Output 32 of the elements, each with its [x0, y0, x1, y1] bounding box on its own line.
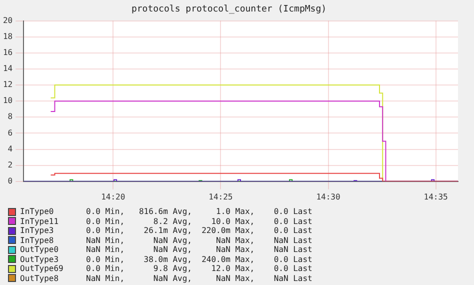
legend-label: InType8 [20, 236, 55, 245]
text: 0.0 Min, 9.8 Avg, 12.0 Max, 0.0 Last [86, 264, 312, 274]
y-tick-label: 14 [2, 64, 13, 74]
legend-label: InType0 [20, 207, 55, 216]
x-tick-label: 14:30 [316, 192, 340, 202]
y-tick-label: 18 [2, 32, 13, 41]
x-tick-label: 14:35 [424, 192, 448, 202]
x-tick-label: 14:25 [208, 192, 233, 202]
text: 0.0 Min, 8.2 Avg, 10.0 Max, 0.0 Last [86, 216, 312, 226]
y-tick-label: 20 [2, 16, 13, 25]
legend-label: OutType0 [20, 245, 60, 254]
legend-label: InType11 [20, 216, 60, 226]
legend-label: OutType3 [20, 254, 60, 264]
y-tick-label: 12 [2, 80, 13, 90]
text: NaN Min, NaN Avg, NaN Max, NaN Last [86, 236, 312, 245]
y-tick-label: 10 [2, 96, 13, 106]
text: 0.0 Min, 816.6m Avg, 1.0 Max, 0.0 Last [86, 207, 312, 216]
y-tick-label: 8 [8, 112, 13, 122]
legend-label: OutType8 [20, 274, 60, 283]
legend-label: OutType69 [20, 264, 64, 274]
y-tick-label: 0 [8, 176, 13, 186]
x-tick-label: 14:20 [101, 192, 126, 202]
y-tick-label: 2 [8, 160, 13, 170]
text: NaN Min, NaN Avg, NaN Max, NaN Last [86, 245, 312, 254]
text: 0.0 Min, 38.0m Avg, 240.0m Max, 0.0 Last [86, 254, 312, 264]
y-tick-label: 16 [2, 48, 13, 57]
legend-label: InType3 [20, 226, 55, 236]
text: NaN Min, NaN Avg, NaN Max, NaN Last [86, 274, 312, 283]
chart-title: protocols protocol_counter (IcmpMsg) [131, 4, 327, 15]
y-tick-label: 6 [8, 128, 13, 138]
y-tick-label: 4 [8, 144, 13, 154]
text: 0.0 Min, 26.1m Avg, 220.0m Max, 0.0 Last [86, 226, 312, 236]
